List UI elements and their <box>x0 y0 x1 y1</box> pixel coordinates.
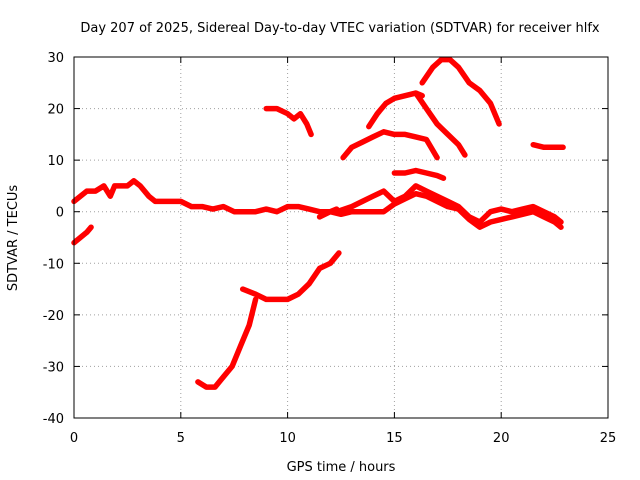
x-tick-label: 0 <box>70 431 78 446</box>
chart-title: Day 207 of 2025, Sidereal Day-to-day VTE… <box>80 21 600 36</box>
series-line-s1 <box>71 224 94 246</box>
y-tick-label: 10 <box>47 154 64 169</box>
y-tick-label: -40 <box>43 412 64 427</box>
series-layer <box>71 56 566 390</box>
series-line-s12 <box>419 56 502 127</box>
x-tick-label: 15 <box>386 431 403 446</box>
y-tick-label: -30 <box>43 360 64 375</box>
series-line-s7 <box>333 183 564 225</box>
series-line-s9 <box>366 90 425 130</box>
series-line-s3 <box>195 296 259 390</box>
y-tick-label: 0 <box>56 206 64 221</box>
series-line-s2 <box>71 178 340 215</box>
series-line-s11 <box>391 167 447 181</box>
axis-ticks: 0 5 10 15 20 25 -40 -30 -20 -10 0 10 20 30 <box>43 51 617 446</box>
x-axis-label: GPS time / hours <box>287 460 396 475</box>
series-line-s4 <box>239 250 342 303</box>
y-tick-label: 30 <box>47 51 64 66</box>
y-axis-label: SDTVAR / TECUs <box>6 185 21 292</box>
x-tick-label: 20 <box>493 431 510 446</box>
x-tick-label: 25 <box>600 431 617 446</box>
series-line-s8 <box>340 129 440 161</box>
y-tick-label: -10 <box>43 257 64 272</box>
series-line-s10 <box>413 90 468 158</box>
x-tick-label: 10 <box>279 431 296 446</box>
plot-frame <box>73 56 609 419</box>
grid-lines <box>74 57 608 418</box>
series-line-s6 <box>316 190 564 230</box>
y-tick-label: -20 <box>43 309 64 324</box>
series-line-s5 <box>263 105 314 138</box>
x-tick-label: 5 <box>177 431 185 446</box>
series-line-s13 <box>530 141 566 151</box>
y-tick-label: 20 <box>47 103 64 118</box>
